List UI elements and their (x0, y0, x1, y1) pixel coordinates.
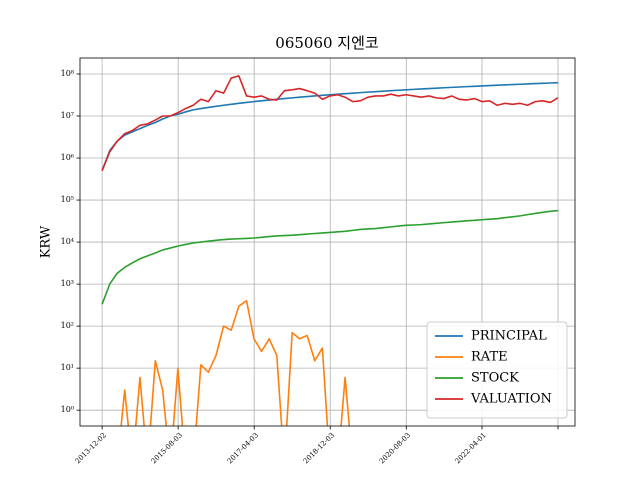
plot-area (101, 75, 559, 426)
chart-title: 065060 지엔코 (275, 34, 378, 52)
y-tick-label: 10⁷ (61, 111, 74, 120)
legend-label: STOCK (471, 371, 519, 386)
y-axis-label: KRW (39, 225, 54, 258)
y-tick-label: 10¹ (61, 363, 74, 372)
y-tick-label: 10⁸ (61, 69, 74, 78)
y-tick-label: 10⁵ (61, 195, 74, 204)
legend-label: PRINCIPAL (471, 329, 547, 344)
series-line (101, 81, 559, 171)
series-line (101, 75, 559, 171)
legend-label: VALUATION (470, 392, 552, 407)
legend-label: RATE (471, 350, 508, 365)
y-tick-label: 10² (61, 321, 74, 330)
legend: PRINCIPAL RATE STOCK VALUATION (426, 321, 568, 419)
y-tick-label: 10⁰ (61, 405, 74, 414)
y-tick-label: 10³ (61, 279, 74, 288)
y-tick-label: 10⁶ (61, 153, 74, 162)
series-line (120, 300, 351, 426)
y-tick-label: 10⁴ (61, 237, 74, 246)
series-line (101, 209, 559, 305)
legend-box (426, 321, 568, 419)
